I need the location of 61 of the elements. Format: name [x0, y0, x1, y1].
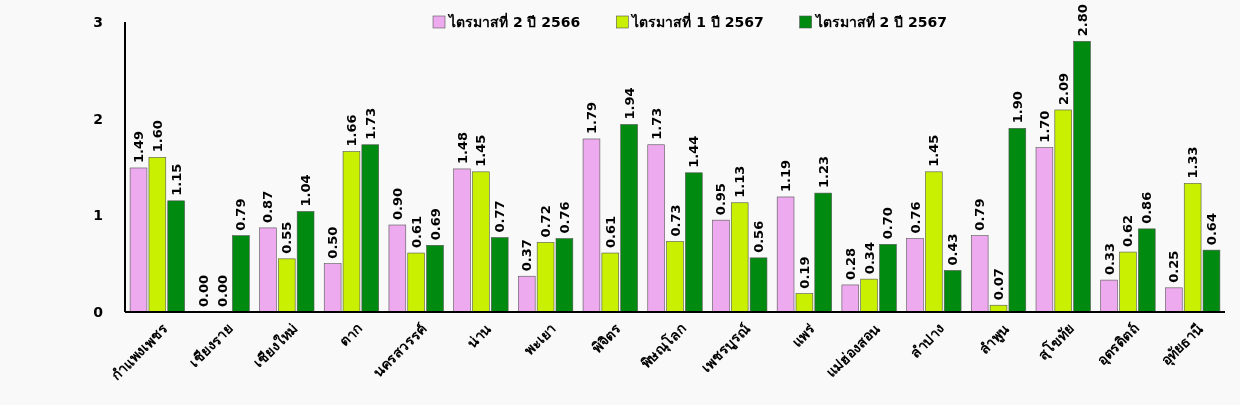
data-label: 1.66 — [343, 114, 359, 147]
data-label: 0.33 — [1101, 243, 1117, 276]
data-label: 0.00 — [214, 274, 230, 307]
y-tick-label: 0 — [93, 304, 104, 320]
data-label: 1.73 — [648, 107, 664, 140]
data-label: 1.04 — [298, 174, 314, 207]
data-label: 0.95 — [713, 183, 729, 216]
data-label: 0.43 — [945, 233, 961, 266]
data-label: 0.34 — [861, 242, 877, 275]
data-label: 0.62 — [1120, 214, 1136, 248]
data-label: 0.79 — [233, 198, 249, 231]
data-label: 1.48 — [454, 131, 470, 164]
data-label: 1.19 — [778, 159, 794, 192]
data-label: 1.60 — [149, 120, 165, 153]
bar — [232, 235, 250, 313]
data-label: 0.19 — [796, 256, 812, 289]
data-label: 0.64 — [1203, 213, 1219, 246]
data-label: 0.25 — [1166, 250, 1182, 283]
legend-label: ไตรมาสที่ 1 ปี 2567 — [630, 12, 764, 30]
data-label: 0.00 — [195, 274, 211, 307]
data-label: 0.90 — [389, 187, 405, 220]
data-label: 1.79 — [583, 101, 599, 134]
data-label: 1.45 — [473, 134, 489, 167]
data-label: 1.23 — [815, 156, 831, 189]
data-label: 0.56 — [751, 220, 767, 253]
x-tick-label: น่าน — [463, 320, 495, 352]
data-label: 1.73 — [362, 107, 378, 140]
data-label: 0.37 — [519, 239, 535, 272]
data-label: 0.86 — [1139, 191, 1155, 224]
data-label: 0.87 — [260, 190, 276, 223]
data-label: 0.61 — [602, 215, 618, 249]
data-label: 1.45 — [926, 134, 942, 167]
data-label: 0.72 — [538, 205, 554, 238]
data-label: 0.76 — [556, 201, 572, 234]
data-label: 1.94 — [621, 87, 637, 120]
data-label: 1.90 — [1009, 91, 1025, 124]
data-label: 0.28 — [842, 247, 858, 280]
data-label: 2.80 — [1074, 4, 1090, 37]
data-label: 0.07 — [991, 268, 1007, 301]
y-tick-label: 1 — [93, 207, 103, 224]
x-tick-label: ตาก — [336, 320, 366, 350]
data-label: 1.13 — [732, 165, 748, 198]
data-label: 0.69 — [427, 208, 443, 241]
data-label: 0.70 — [880, 207, 896, 240]
data-label: 0.79 — [972, 198, 988, 231]
data-label: 1.70 — [1036, 110, 1052, 143]
y-tick-label: 3 — [93, 14, 103, 30]
data-label: 0.73 — [667, 204, 683, 237]
data-label: 0.61 — [408, 215, 424, 249]
data-label: 0.55 — [279, 221, 295, 254]
data-label: 2.09 — [1055, 72, 1071, 105]
data-label: 1.49 — [131, 130, 147, 163]
y-tick-label: 2 — [93, 110, 103, 127]
data-label: 0.77 — [492, 200, 508, 233]
legend-label: ไตรมาสที่ 2 ปี 2567 — [813, 12, 947, 30]
data-label: 1.15 — [168, 163, 184, 196]
data-label: 0.76 — [907, 201, 923, 234]
legend-label: ไตรมาสที่ 2 ปี 2566 — [447, 12, 581, 30]
data-label: 0.50 — [325, 226, 341, 259]
data-label: 1.44 — [686, 135, 702, 168]
data-label: 1.33 — [1185, 146, 1201, 179]
